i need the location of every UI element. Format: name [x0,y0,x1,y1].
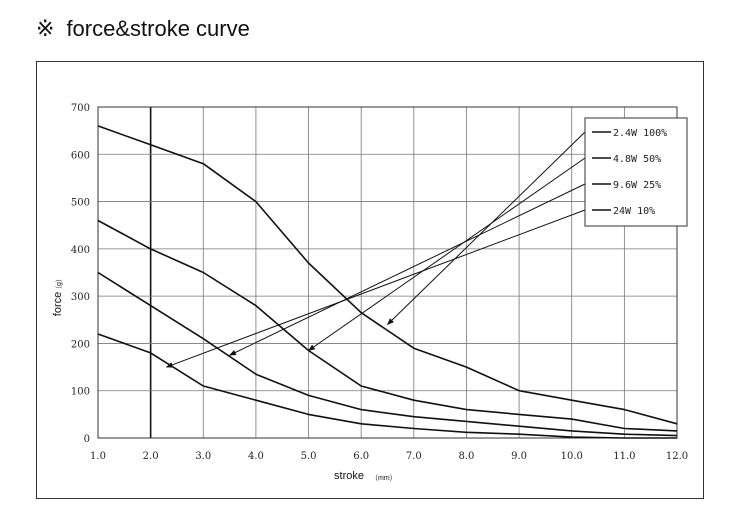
y-tick-label: 200 [71,339,90,350]
x-axis-ticks: 1.0 2.0 3.0 4.0 5.0 6.0 7.0 8.0 9.0 10.0 11.0 12.0 [90,451,688,462]
page-title: force&stroke curve [66,16,250,41]
leader-arrow [386,131,586,326]
y-tick-label: 400 [71,245,90,256]
x-axis-unit: （mm） [371,474,397,482]
x-tick-label: 8.0 [459,451,475,462]
x-tick-label: 1.0 [90,451,106,462]
y-tick-label: 500 [71,198,90,209]
x-tick-label: 6.0 [353,451,369,462]
x-tick-label: 7.0 [406,451,422,462]
y-tick-label: 0 [84,434,90,445]
legend: 2.4W 100% 4.8W 50% 9.6W 25% 24W 10% [584,117,688,227]
force-stroke-chart: 1.0 2.0 3.0 4.0 5.0 6.0 7.0 8.0 9.0 10.0 11.0 12.0 … [52,103,688,482]
y-tick-label: 300 [71,292,90,303]
legend-label: 2.4W 100% [613,128,667,139]
series-line [97,271,678,437]
legend-label: 4.8W 50% [613,154,661,165]
x-tick-label: 12.0 [666,451,688,462]
series-line [97,125,678,425]
leader-arrow [165,209,586,368]
leader-arrow [228,183,586,356]
chart-panel: 1.0 2.0 3.0 4.0 5.0 6.0 7.0 8.0 9.0 10.0 11.0 12.0 … [36,61,704,499]
y-axis-label: force [52,292,64,316]
y-tick-label: 700 [71,103,90,114]
chart-heading: ※ force&stroke curve [36,12,250,46]
x-tick-label: 2.0 [143,451,159,462]
x-tick-label: 3.0 [195,451,211,462]
x-axis-label: stroke [334,470,364,482]
x-tick-label: 5.0 [301,451,317,462]
leader-arrows [165,131,586,368]
series-line [97,333,677,439]
y-axis-unit: （g） [55,275,63,293]
reference-mark-icon: ※ [36,16,55,42]
series-line [97,219,678,432]
legend-box [584,117,688,227]
legend-label: 24W 10% [613,206,655,217]
y-tick-label: 600 [71,150,90,161]
x-tick-label: 9.0 [511,451,527,462]
legend-label: 9.6W 25% [613,180,661,191]
x-tick-label: 11.0 [613,451,635,462]
x-tick-label: 10.0 [561,451,583,462]
y-tick-label: 100 [71,387,90,398]
leader-arrow [307,157,586,351]
series-lines [97,125,678,439]
y-axis-ticks: 0 100 200 300 400 500 600 700 [71,103,90,445]
x-tick-label: 4.0 [248,451,264,462]
